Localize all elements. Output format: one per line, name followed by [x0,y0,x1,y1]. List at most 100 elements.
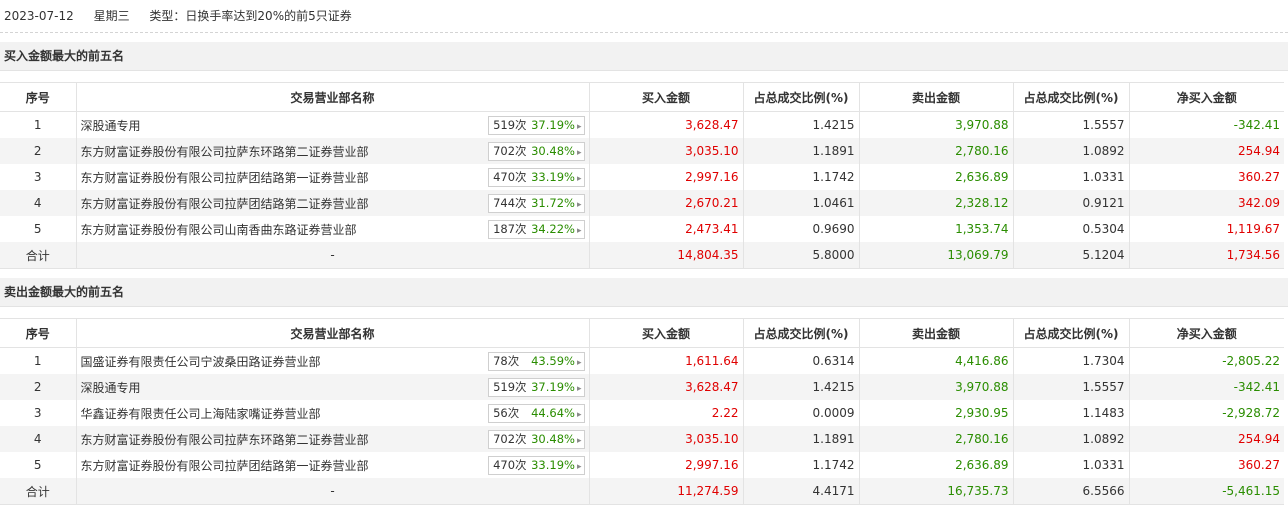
buy-amount: 2,670.21 [589,190,744,216]
broker-name-cell: 东方财富证券股份有限公司拉萨团结路第一证券营业部 470次 33.19% ▸ [76,164,590,190]
broker-name-cell: 东方财富证券股份有限公司拉萨东环路第二证券营业部 702次 30.48% ▸ [76,426,590,452]
sell-ratio: 1.1483 [1013,400,1130,426]
sell-amount: 2,930.95 [859,400,1014,426]
buy-amount: 3,628.47 [589,374,744,400]
broker-stats-button[interactable]: 56次 44.64% ▸ [488,404,585,423]
chevron-right-icon: ▸ [576,226,582,236]
broker-name[interactable]: 东方财富证券股份有限公司拉萨东环路第二证券营业部 [80,432,369,447]
appearance-count: 702次 [493,432,527,446]
net-buy-amount: 254.94 [1129,138,1284,164]
total-sell-ratio: 5.1204 [1013,242,1130,269]
broker-name[interactable]: 东方财富证券股份有限公司山南香曲东路证券营业部 [80,222,357,237]
row-index: 4 [0,426,77,452]
net-buy-amount: 360.27 [1238,170,1280,184]
table-header-row: 序号 交易营业部名称 买入金额 占总成交比例(%) 卖出金额 占总成交比例(%)… [0,82,1284,112]
broker-stats-button[interactable]: 744次 31.72% ▸ [488,194,585,213]
total-sell-ratio: 6.5566 [1013,478,1130,505]
buy-amount: 2,997.16 [589,452,744,478]
buy-amount: 3,628.47 [589,111,744,138]
table-row: 1 国盛证券有限责任公司宁波桑田路证券营业部 78次 43.59% ▸ 1,611.64 0… [0,347,1284,374]
buy-top5-table: 序号 交易营业部名称 买入金额 占总成交比例(%) 卖出金额 占总成交比例(%)… [0,82,1284,269]
appearance-count: 187次 [493,222,527,236]
row-index: 5 [0,216,77,242]
win-rate: 44.64% [531,406,575,420]
chevron-right-icon: ▸ [576,358,582,368]
broker-stats-button[interactable]: 187次 34.22% ▸ [488,220,585,239]
table-row: 3 东方财富证券股份有限公司拉萨团结路第一证券营业部 470次 33.19% ▸ 2,99… [0,164,1284,190]
buy-amount: 2,473.41 [589,216,744,242]
total-sell-amount: 16,735.73 [859,478,1014,505]
total-net-buy: -5,461.15 [1129,478,1284,505]
sell-ratio: 1.7304 [1013,347,1130,374]
chevron-right-icon: ▸ [576,148,582,158]
broker-stats-button[interactable]: 702次 30.48% ▸ [488,430,585,449]
win-rate: 37.19% [531,118,575,132]
col-buy-ratio: 占总成交比例(%) [743,318,860,348]
sell-ratio: 1.5557 [1013,374,1130,400]
broker-stats-button[interactable]: 470次 33.19% ▸ [488,456,585,475]
buy-ratio: 1.4215 [743,111,860,138]
appearance-count: 470次 [493,170,527,184]
sell-ratio: 1.0892 [1013,138,1130,164]
col-buy-amount: 买入金额 [589,82,744,112]
chevron-right-icon: ▸ [576,410,582,420]
broker-stats-button[interactable]: 519次 37.19% ▸ [488,378,585,397]
buy-amount: 2,997.16 [589,164,744,190]
net-buy-amount: -2,805.22 [1222,354,1280,368]
net-buy-amount: -342.41 [1233,118,1280,132]
sell-amount: 2,780.16 [859,138,1014,164]
broker-name[interactable]: 东方财富证券股份有限公司拉萨东环路第二证券营业部 [80,144,369,159]
total-name-placeholder: - [76,242,590,269]
sell-top5-table: 序号 交易营业部名称 买入金额 占总成交比例(%) 卖出金额 占总成交比例(%)… [0,318,1284,505]
sell-amount: 2,636.89 [859,452,1014,478]
broker-name-cell: 东方财富证券股份有限公司拉萨东环路第二证券营业部 702次 30.48% ▸ [76,138,590,164]
broker-name[interactable]: 东方财富证券股份有限公司拉萨团结路第二证券营业部 [80,196,369,211]
broker-stats-button[interactable]: 702次 30.48% ▸ [488,142,585,161]
sell-ratio: 0.5304 [1013,216,1130,242]
net-buy-amount: 1,119.67 [1226,222,1280,236]
table-row: 2 深股通专用 519次 37.19% ▸ 3,628.47 1.4215 3,970.88 1… [0,374,1284,400]
broker-stats-button[interactable]: 78次 43.59% ▸ [488,352,585,371]
broker-name-cell: 深股通专用 519次 37.19% ▸ [76,374,590,400]
broker-name-cell: 国盛证券有限责任公司宁波桑田路证券营业部 78次 43.59% ▸ [76,347,590,374]
sell-amount: 2,328.12 [859,190,1014,216]
chevron-right-icon: ▸ [576,200,582,210]
col-net-buy: 净买入金额 [1129,318,1284,348]
broker-stats-button[interactable]: 470次 33.19% ▸ [488,168,585,187]
chevron-right-icon: ▸ [576,436,582,446]
net-buy-amount: -2,928.72 [1222,406,1280,420]
appearance-count: 56次 [493,406,520,420]
broker-name[interactable]: 深股通专用 [80,118,141,133]
total-row: 合计 -11,274.59 4.4171 16,735.73 6.5566 -5,461.… [0,478,1284,505]
col-index: 序号 [0,82,77,112]
sell-ratio: 1.0892 [1013,426,1130,452]
buy-ratio: 1.1891 [743,426,860,452]
win-rate: 34.22% [531,222,575,236]
broker-name[interactable]: 东方财富证券股份有限公司拉萨团结路第一证券营业部 [80,170,369,185]
col-broker-name: 交易营业部名称 [76,318,590,348]
table-header-row: 序号 交易营业部名称 买入金额 占总成交比例(%) 卖出金额 占总成交比例(%)… [0,318,1284,348]
col-buy-amount: 买入金额 [589,318,744,348]
table-row: 1 深股通专用 519次 37.19% ▸ 3,628.47 1.4215 3,970.88 1… [0,111,1284,138]
col-broker-name: 交易营业部名称 [76,82,590,112]
broker-name[interactable]: 深股通专用 [80,380,141,395]
total-sell-amount: 13,069.79 [859,242,1014,269]
broker-name[interactable]: 华鑫证券有限责任公司上海陆家嘴证券营业部 [80,406,321,421]
broker-name[interactable]: 东方财富证券股份有限公司拉萨团结路第一证券营业部 [80,458,369,473]
col-sell-amount: 卖出金额 [859,318,1014,348]
net-buy-amount: -342.41 [1129,374,1284,400]
sell-rows: 1 国盛证券有限责任公司宁波桑田路证券营业部 78次 43.59% ▸ 1,611.64 0… [0,347,1284,505]
chevron-right-icon: ▸ [576,174,582,184]
buy-ratio: 1.4215 [743,374,860,400]
col-sell-ratio: 占总成交比例(%) [1013,82,1130,112]
broker-name-cell: 东方财富证券股份有限公司拉萨团结路第一证券营业部 470次 33.19% ▸ [76,452,590,478]
broker-name[interactable]: 国盛证券有限责任公司宁波桑田路证券营业部 [80,354,321,369]
total-buy-amount: 14,804.35 [589,242,744,269]
top-info-bar: 2023-07-12 星期三 类型：日换手率达到20%的前5只证券 [0,0,1288,33]
total-buy-ratio: 5.8000 [743,242,860,269]
broker-name-cell: 东方财富证券股份有限公司拉萨团结路第二证券营业部 744次 31.72% ▸ [76,190,590,216]
broker-stats-button[interactable]: 519次 37.19% ▸ [488,116,585,135]
total-name-placeholder: - [76,478,590,505]
broker-name-cell: 深股通专用 519次 37.19% ▸ [76,111,590,138]
total-row: 合计 -14,804.35 5.8000 13,069.79 5.1204 1,734.5… [0,242,1284,269]
